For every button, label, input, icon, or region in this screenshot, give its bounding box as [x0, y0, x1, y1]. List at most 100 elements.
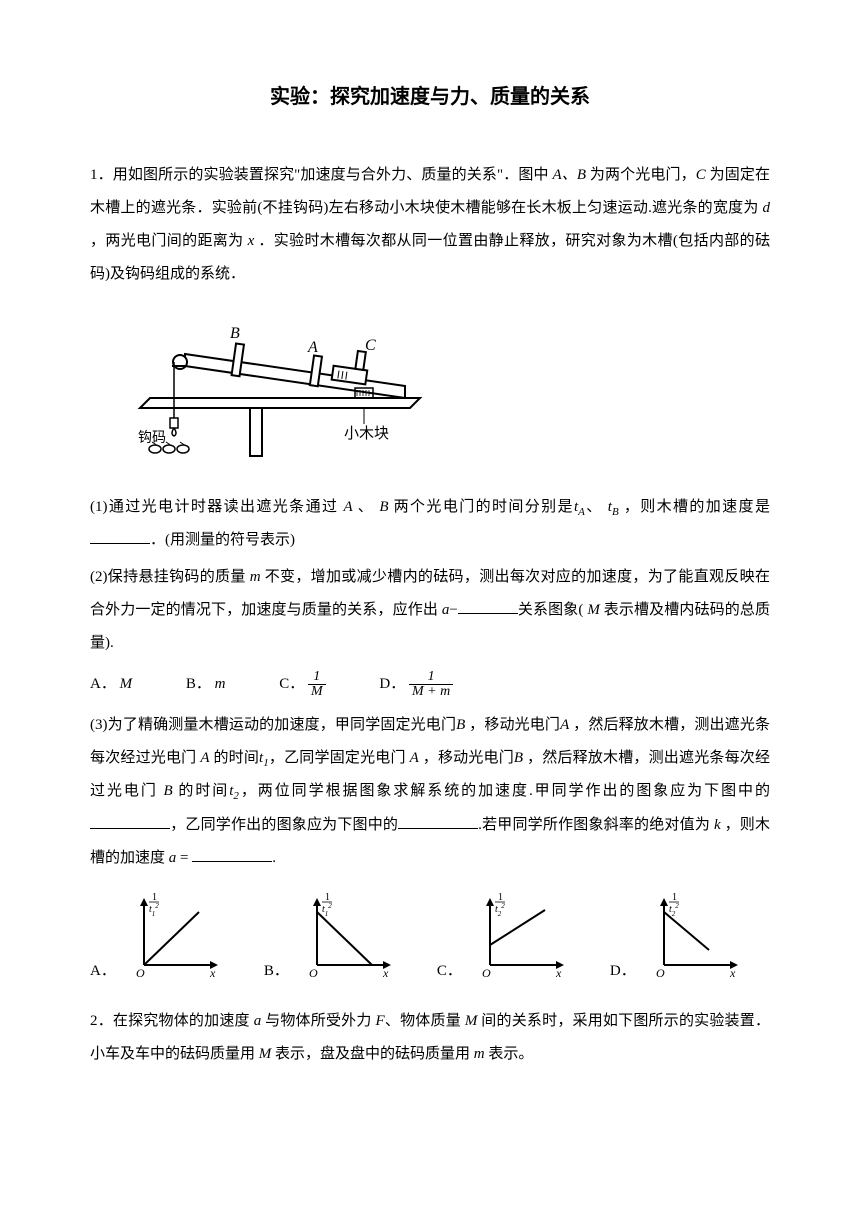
- frac-num: 1: [308, 670, 326, 685]
- var-m: M: [120, 676, 133, 692]
- q1-part3-graphs: A． O x 1 t12 B． O x 1 t12: [90, 890, 770, 980]
- blank-answer[interactable]: [458, 596, 518, 614]
- page-title: 实验：探究加速度与力、质量的关系: [90, 80, 770, 109]
- var-big-m: M: [587, 602, 600, 618]
- var-k: k: [714, 817, 721, 833]
- choice-label: A．: [90, 676, 116, 692]
- svg-text:O: O: [309, 966, 318, 980]
- svg-text:x: x: [729, 966, 736, 980]
- svg-text:t12: t12: [149, 902, 159, 918]
- choice-label: B．: [264, 959, 289, 980]
- text: ，两光电门间的距离为: [90, 233, 248, 249]
- text: 的时间: [173, 783, 230, 799]
- var-d: d: [763, 200, 771, 216]
- frac-num: 1: [409, 670, 453, 685]
- choice-label: D．: [379, 676, 405, 692]
- graph-choice-b[interactable]: B． O x 1 t12: [264, 890, 397, 980]
- choice-b[interactable]: B． m: [186, 668, 226, 701]
- label-a: A: [307, 339, 318, 356]
- choice-label: C．: [279, 676, 304, 692]
- blank-answer[interactable]: [90, 811, 170, 829]
- var-a: A: [410, 750, 419, 766]
- svg-text:x: x: [382, 966, 389, 980]
- q1-part2: (2)保持悬挂钩码的质量 m 不变，增加或减少槽内的砝码，测出每次对应的加速度，…: [90, 561, 770, 660]
- text: ，乙同学作出的图象应为下图中的: [170, 817, 398, 833]
- svg-text:O: O: [136, 966, 145, 980]
- blank-answer[interactable]: [398, 811, 478, 829]
- text: 表示。: [485, 1046, 534, 1062]
- text: 用如图所示的实验装置探究"加速度与合外力、质量的关系"．图中: [113, 167, 553, 183]
- svg-text:O: O: [482, 966, 491, 980]
- text: 与物体所受外力: [261, 1013, 375, 1029]
- label-block: 小木块: [344, 425, 389, 442]
- text: ，则木槽的加速度是: [619, 499, 770, 515]
- label-c: C: [696, 167, 706, 183]
- text: ，移动光电门: [419, 750, 514, 766]
- q1-number: 1．: [90, 167, 113, 183]
- eq: =: [176, 850, 192, 866]
- text: 的时间: [210, 750, 260, 766]
- text: 为两个光电门，: [586, 167, 696, 183]
- text: (1)通过光电计时器读出遮光条通过: [90, 499, 344, 515]
- graph-c: O x 1 t22: [470, 890, 570, 980]
- graph-b: O x 1 t12: [297, 890, 397, 980]
- var-m: m: [250, 569, 261, 585]
- var-f: F: [376, 1013, 385, 1029]
- var-big-m: M: [259, 1046, 272, 1062]
- q2-intro: 2．在探究物体的加速度 a 与物体所受外力 F、物体质量 M 间的关系时，采用如…: [90, 1005, 770, 1071]
- text: 在探究物体的加速度: [113, 1013, 254, 1029]
- apparatus-diagram: B A C 小木块 钩码: [90, 306, 770, 471]
- blank-answer[interactable]: [192, 844, 272, 862]
- var-b: B: [514, 750, 523, 766]
- svg-text:x: x: [555, 966, 562, 980]
- q1-part3: (3)为了精确测量木槽运动的加速度，甲同学固定光电门B ，移动光电门A ，然后释…: [90, 709, 770, 874]
- label-c: C: [365, 337, 376, 354]
- q1-part1: (1)通过光电计时器读出遮光条通过 A 、 B 两个光电门的时间分别是tA、 t…: [90, 491, 770, 557]
- q1-intro: 1．用如图所示的实验装置探究"加速度与合外力、质量的关系"．图中 A、B 为两个…: [90, 159, 770, 291]
- svg-text:t22: t22: [495, 902, 505, 918]
- graph-choice-d[interactable]: D． O x 1 t22: [610, 890, 744, 980]
- choice-c[interactable]: C． 1M: [279, 668, 325, 701]
- var-b: B: [164, 783, 173, 799]
- text: (3)为了精确测量木槽运动的加速度，甲同学固定光电门: [90, 717, 456, 733]
- frac-den: M: [308, 685, 326, 699]
- label-weight: 钩码: [138, 430, 166, 446]
- choice-a[interactable]: A． M: [90, 668, 132, 701]
- text: .若甲同学所作图象斜率的绝对值为: [478, 817, 714, 833]
- svg-text:x: x: [209, 966, 216, 980]
- var-m: m: [474, 1046, 485, 1062]
- svg-text:t22: t22: [669, 902, 679, 918]
- graph-d: O x 1 t22: [644, 890, 744, 980]
- text: ，乙同学固定光电门: [269, 750, 410, 766]
- text: .: [272, 850, 276, 866]
- choice-label: C．: [437, 959, 462, 980]
- var-m: m: [215, 676, 226, 692]
- svg-text:t12: t12: [322, 902, 332, 918]
- blank-answer[interactable]: [90, 526, 150, 544]
- text: 关系图象(: [518, 602, 588, 618]
- choice-label: B．: [186, 676, 211, 692]
- text: ．(用测量的符号表示): [150, 532, 295, 548]
- sub-b: B: [612, 506, 619, 518]
- text: ，移动光电门: [465, 717, 560, 733]
- frac-den: M + m: [409, 685, 453, 699]
- choice-label: A．: [90, 959, 116, 980]
- label-ab: A、B: [552, 167, 586, 183]
- var-a: A: [200, 750, 209, 766]
- choice-d[interactable]: D． 1M + m: [379, 668, 453, 701]
- label-b: B: [230, 325, 240, 342]
- text: 表示，盘及盘中的砝码质量用: [271, 1046, 474, 1062]
- q1-part2-choices: A． M B． m C． 1M D． 1M + m: [90, 668, 770, 701]
- var-a: A: [344, 499, 353, 515]
- var-b: B: [456, 717, 465, 733]
- text: ，两位同学根据图象求解系统的加速度.甲同学作出的图象应为下图中的: [239, 783, 770, 799]
- var-big-m: M: [465, 1013, 478, 1029]
- text: 、: [585, 499, 608, 515]
- graph-choice-a[interactable]: A． O x 1 t12: [90, 890, 224, 980]
- q2-number: 2．: [90, 1013, 113, 1029]
- svg-text:O: O: [656, 966, 665, 980]
- dash: −: [449, 602, 457, 618]
- graph-a: O x 1 t12: [124, 890, 224, 980]
- sub-a: A: [578, 506, 585, 518]
- graph-choice-c[interactable]: C． O x 1 t22: [437, 890, 570, 980]
